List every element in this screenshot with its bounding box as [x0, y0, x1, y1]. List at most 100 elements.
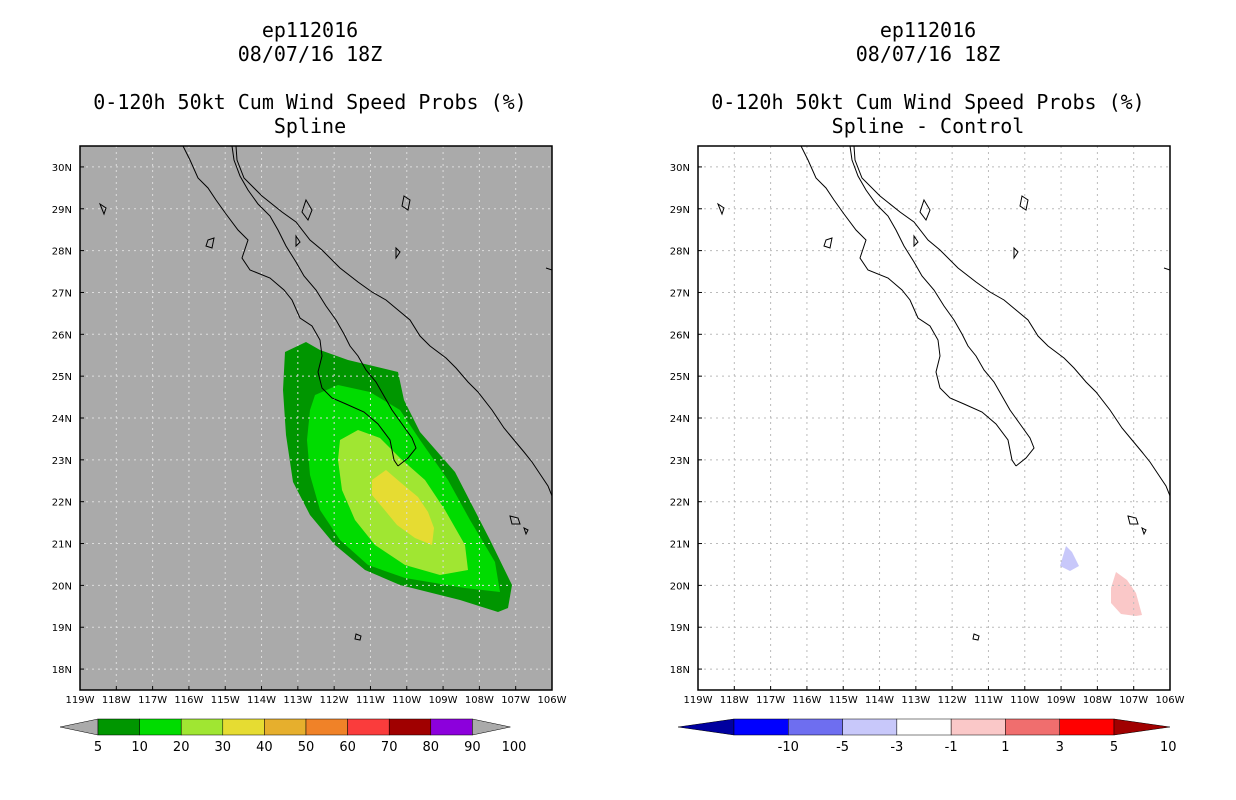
lon-tick-label: 112W [320, 695, 349, 706]
lon-tick-label: 107W [501, 695, 530, 706]
coastline-segment [913, 234, 919, 248]
lon-tick-label: 117W [756, 695, 785, 706]
lon-tick-label: 109W [1047, 695, 1076, 706]
coastline-segment [1141, 527, 1147, 536]
lat-tick-label: 20N [670, 581, 690, 592]
colorbar-end-high [472, 718, 511, 736]
left-map-title: ep112016 08/07/16 18Z 0-120h 50kt Cum Wi… [10, 18, 610, 138]
lon-tick-label: 119W [684, 695, 713, 706]
colorbar-end-low [677, 718, 735, 736]
left-map-panel: 119W 118W 117W 116W 115W 114W 113W 112W 111W 110W… [52, 145, 567, 755]
lat-tick-label: 21N [670, 540, 690, 551]
colorbar-label: 5 [94, 740, 102, 755]
diff-contour-positive [1111, 572, 1142, 616]
coastline-segment [716, 202, 725, 216]
right-title-storm-id: ep112016 [879, 18, 977, 42]
lat-tick-label: 23N [52, 456, 72, 467]
lon-tick-label: 116W [792, 695, 821, 706]
right-map-title: ep112016 08/07/16 18Z 0-120h 50kt Cum Wi… [628, 18, 1228, 138]
left-colorbar: 5 10 20 30 40 50 60 70 80 90 100 [59, 718, 527, 755]
lat-tick-label: 22N [670, 498, 690, 509]
colorbar-label: -5 [836, 740, 849, 755]
colorbar-label: 80 [423, 740, 440, 755]
coastline-segment [1127, 515, 1139, 525]
colorbar-swatch [842, 718, 898, 736]
lat-tick-label: 28N [670, 247, 690, 258]
coastline-segment [401, 195, 411, 211]
coastline-segment [301, 198, 313, 222]
left-coastline [98, 146, 552, 641]
right-latitude-labels: 30N 29N 28N 27N 26N 25N 24N 23N 22N 21N 20N 19N 18N [670, 163, 702, 676]
lon-tick-label: 119W [66, 695, 95, 706]
lat-tick-label: 18N [52, 665, 72, 676]
colorbar-swatch [950, 718, 1006, 736]
lon-tick-label: 111W [974, 695, 1003, 706]
lon-tick-label: 106W [538, 695, 567, 706]
left-longitude-labels: 119W 118W 117W 116W 115W 114W 113W 112W 111W 110W… [66, 686, 567, 706]
lon-tick-label: 112W [938, 695, 967, 706]
lon-tick-label: 115W [829, 695, 858, 706]
coastline-segment [98, 202, 107, 216]
right-lat-lon-grid [698, 146, 1170, 690]
prob-contour-30 [372, 470, 434, 545]
colorbar-swatch [788, 718, 843, 736]
right-coastline [716, 146, 1170, 641]
lon-tick-label: 110W [1010, 695, 1039, 706]
diff-contour-negative [1060, 546, 1079, 571]
coastline-segment [800, 146, 1017, 467]
lat-tick-label: 29N [670, 205, 690, 216]
lat-tick-label: 30N [52, 163, 72, 174]
lon-tick-label: 115W [211, 695, 240, 706]
lon-tick-label: 108W [1083, 695, 1112, 706]
coastline-segment [395, 246, 401, 260]
lat-tick-label: 20N [52, 581, 72, 592]
left-lat-lon-grid [80, 146, 552, 690]
colorbar-swatch [264, 718, 307, 736]
coastline-segment [235, 146, 552, 497]
lat-tick-label: 25N [670, 372, 690, 383]
colorbar-label: 20 [173, 740, 190, 755]
colorbar-label: 30 [215, 740, 232, 755]
coastline-segment [853, 146, 1170, 497]
colorbar-label: -10 [778, 740, 799, 755]
lat-tick-label: 29N [52, 205, 72, 216]
lon-tick-label: 117W [138, 695, 167, 706]
right-colorbar: -10 -5 -3 -1 1 3 5 10 [677, 718, 1177, 755]
lat-tick-label: 22N [52, 498, 72, 509]
left-title-storm-id: ep112016 [261, 18, 359, 42]
lat-tick-label: 23N [670, 456, 690, 467]
left-latitude-labels: 30N 29N 28N 27N 26N 25N 24N 23N 22N 21N 20N 19N 18N [52, 163, 84, 676]
colorbar-swatch [430, 718, 473, 736]
coastline-segment [354, 633, 362, 641]
colorbar-label: 10 [131, 740, 148, 755]
colorbar-swatch [139, 718, 182, 736]
colorbar-end-low [59, 718, 99, 736]
colorbar-label: 5 [1110, 740, 1118, 755]
lat-tick-label: 19N [670, 623, 690, 634]
colorbar-end-high [1113, 718, 1171, 736]
lat-tick-label: 25N [52, 372, 72, 383]
lat-tick-label: 26N [52, 330, 72, 341]
lat-tick-label: 21N [52, 540, 72, 551]
lon-tick-label: 113W [901, 695, 930, 706]
left-title-method: Spline [273, 114, 347, 138]
right-map-panel: 119W 118W 117W 116W 115W 114W 113W 112W 111W 110W… [670, 145, 1185, 755]
lon-tick-label: 118W [720, 695, 749, 706]
colorbar-swatch [97, 718, 140, 736]
coastline-segment [972, 633, 980, 641]
colorbar-swatch [305, 718, 348, 736]
colorbar-swatch [1059, 718, 1115, 736]
coastline-segment [919, 198, 931, 222]
coastline-segment [295, 234, 301, 248]
coastline-segment [509, 515, 521, 525]
lon-tick-label: 111W [356, 695, 385, 706]
lon-tick-label: 109W [429, 695, 458, 706]
coastline-segment [1163, 267, 1170, 271]
colorbar-label: 70 [381, 740, 398, 755]
colorbar-label: 100 [502, 740, 527, 755]
colorbar-swatch [180, 718, 224, 736]
coastline-segment [545, 267, 552, 271]
left-title-datetime: 08/07/16 18Z [237, 42, 383, 66]
left-title-product: 0-120h 50kt Cum Wind Speed Probs (%) [93, 90, 527, 114]
